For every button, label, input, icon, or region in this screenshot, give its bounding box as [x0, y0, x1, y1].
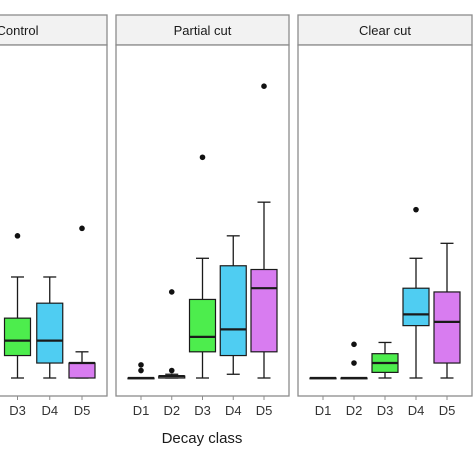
panel-strip — [115, 14, 290, 46]
box-d4 — [402, 206, 430, 379]
x-tick-label: D2 — [346, 403, 363, 418]
outlier-point — [351, 341, 357, 348]
outlier-point — [168, 367, 175, 374]
x-tick-label: D2 — [163, 403, 180, 418]
x-tick-label: D4 — [408, 403, 425, 418]
panel-strip — [297, 14, 473, 46]
x-tick-label: D5 — [439, 403, 456, 418]
box-d1 — [309, 376, 337, 380]
outlier-point — [199, 154, 206, 161]
box-d5 — [68, 225, 96, 379]
x-axis-title: Decay class — [162, 430, 243, 447]
box-d1 — [127, 362, 155, 380]
box-d3 — [188, 154, 217, 379]
box-d3 — [371, 341, 399, 379]
box-d2 — [340, 341, 368, 380]
iqr-box — [3, 317, 32, 357]
panels-group: ControlD1D2D3D4D5Partial cutD1D2D3D4D5Cl… — [0, 14, 473, 418]
x-tick-label: D5 — [256, 403, 273, 418]
panel-title: Clear cut — [359, 23, 411, 38]
iqr-box — [433, 291, 461, 364]
outlier-point — [14, 233, 21, 239]
panel-strip — [0, 14, 108, 46]
iqr-box — [36, 302, 64, 364]
box-d3 — [3, 233, 32, 379]
outlier-point — [138, 367, 144, 374]
outlier-point — [168, 289, 175, 295]
outlier-point — [138, 362, 144, 368]
x-tick-label: D1 — [133, 403, 150, 418]
box-d4 — [219, 235, 247, 375]
x-tick-label: D3 — [377, 403, 394, 418]
outlier-point — [351, 360, 357, 366]
box-d5 — [433, 242, 461, 379]
iqr-box — [402, 287, 430, 327]
iqr-box — [250, 268, 278, 353]
iqr-box — [68, 362, 96, 379]
x-tick-label: D5 — [74, 403, 91, 418]
panel-title: Partial cut — [174, 23, 232, 38]
x-tick-label: D1 — [315, 403, 332, 418]
box-d4 — [36, 276, 64, 379]
outlier-point — [261, 83, 267, 89]
x-tick-label: D3 — [194, 403, 211, 418]
x-tick-label: D3 — [9, 403, 26, 418]
box-d2 — [158, 289, 186, 379]
box-d5 — [250, 83, 278, 379]
x-tick-label: D4 — [41, 403, 58, 418]
panel-3: Clear cut D1 D2 D3 D4 D5 — [297, 14, 473, 418]
iqr-box — [219, 265, 247, 357]
outlier-point — [413, 206, 419, 213]
panel-title: Control — [0, 23, 39, 38]
panel-2: Partial cut D1 D2 D3 D4 D5 — [115, 14, 290, 418]
panel-1: ControlD1D2D3D4D5 — [0, 14, 108, 418]
x-tick-label: D4 — [225, 403, 242, 418]
iqr-box — [188, 298, 217, 353]
outlier-point — [79, 225, 85, 232]
